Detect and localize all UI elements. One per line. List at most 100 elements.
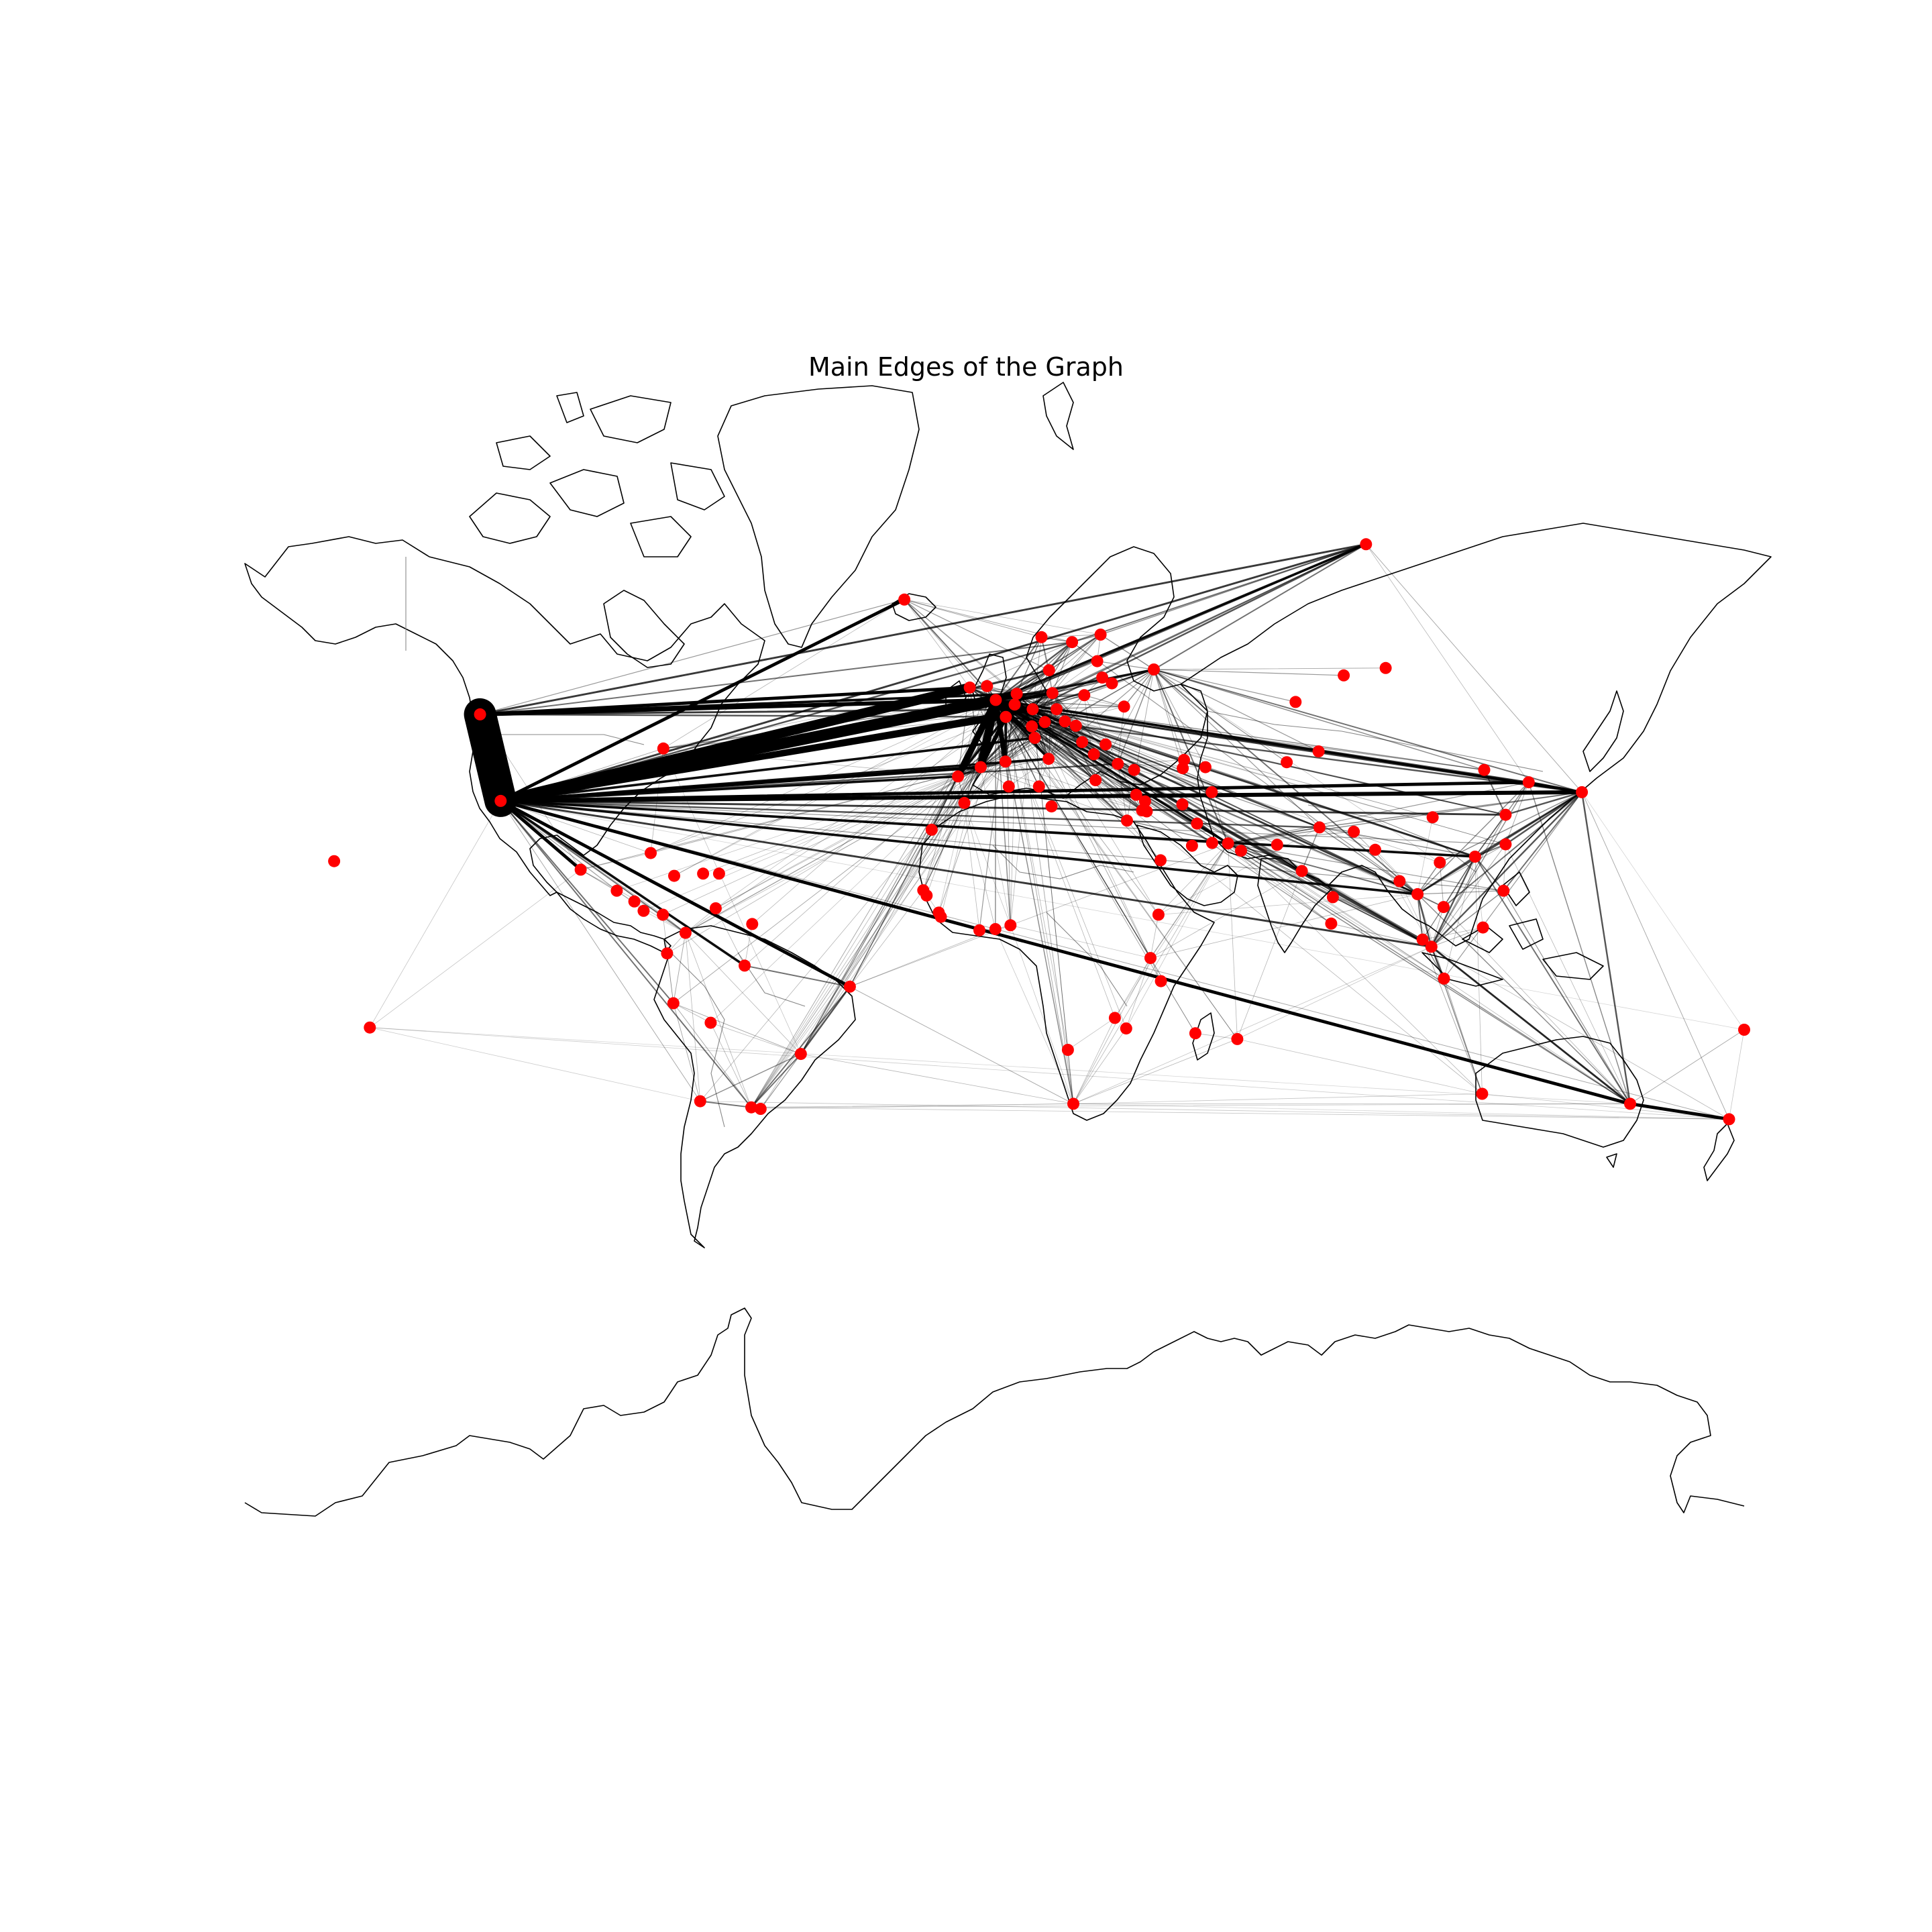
edge-munich-tel-aviv (1044, 721, 1142, 811)
coastline-se-asia-islands (1421, 871, 1604, 987)
edge-madrid-quito (667, 767, 981, 954)
node-krasnoyarsk (1379, 661, 1392, 674)
edge-hong-kong-dubai (1227, 843, 1476, 857)
edge-auckland-singapore (1431, 946, 1729, 1120)
edge-singapore-bangkok (1416, 893, 1433, 948)
edge-copenhagen-frankfurt (1032, 669, 1050, 710)
edge-frankfurt-belgrade (1032, 708, 1083, 743)
edge-bangkok-kathmandu (1353, 831, 1418, 895)
edge-jakarta-perth (1444, 978, 1483, 1094)
edge-frankfurt-sao-paulo (800, 708, 1033, 1055)
edge-moscow-kyiv (1123, 669, 1155, 708)
node-delhi (1313, 821, 1326, 834)
edge-norilsk-frankfurt (1032, 543, 1367, 710)
edge-tel-aviv-frankfurt (1032, 708, 1143, 811)
edge-london-sao-paulo (800, 699, 997, 1055)
edge-kuala-lumpur-dubai (1227, 843, 1424, 941)
node-tunis (1032, 780, 1045, 793)
node-belgrade (1076, 736, 1089, 749)
edge-cairo-athens (1095, 780, 1128, 821)
edge-mexico-city-havana (580, 853, 651, 870)
edge-almaty-moscow (1153, 669, 1320, 752)
edge-madrid-lima (673, 767, 981, 1004)
edge-paris-rome (1005, 716, 1050, 760)
node-tripoli (1045, 800, 1058, 813)
node-chengdu (1426, 811, 1439, 824)
node-freetown (934, 910, 947, 923)
edge-bangkok-moscow (1153, 669, 1419, 895)
node-budapest (1069, 719, 1082, 732)
edge-moscow-frankfurt (1032, 669, 1155, 710)
edge-los-angeles-toronto (500, 748, 664, 802)
node-prague (1051, 703, 1063, 716)
node-rome (1042, 753, 1055, 765)
edge-istanbul-kyiv (1117, 706, 1125, 765)
node-colombo (1325, 917, 1338, 930)
node-seoul (1522, 776, 1535, 789)
edge-brussels-berlin (1014, 692, 1053, 705)
edge-nicosia-london (995, 699, 1137, 796)
edge-paris-warsaw (1005, 694, 1085, 718)
edge-nairobi-bangkok (1150, 894, 1418, 959)
node-lagos (1004, 919, 1017, 932)
edge-taipei-frankfurt (1032, 708, 1506, 845)
coastline-new-zealand (1606, 1123, 1735, 1181)
edge-sydney-singapore (1430, 945, 1631, 1105)
node-kathmandu (1348, 825, 1360, 838)
node-kyiv (1118, 700, 1130, 713)
node-novosibirsk (1338, 669, 1350, 682)
node-ho-chi-minh-city (1437, 901, 1450, 914)
node-algiers (1002, 780, 1015, 793)
edge-frankfurt-jakarta (1032, 708, 1444, 979)
edge-manchester-lisbon (957, 686, 987, 777)
node-san-juan (712, 867, 725, 880)
edge-mumbai-london (995, 699, 1303, 872)
edge-moscow-riga (1096, 660, 1155, 670)
node-manchester (981, 680, 994, 692)
edge-los-angeles-singapore (499, 800, 1433, 948)
edge-paris-buenos-aires (751, 716, 1006, 1108)
edge-los-angeles-santiago (500, 800, 701, 1102)
edge-tashkent-moscow (1153, 669, 1287, 763)
edge-manchester-madrid (980, 686, 987, 768)
node-casablanca (958, 796, 971, 809)
node-kuwait (1191, 817, 1203, 830)
edge-milan-cairo (1034, 737, 1128, 821)
edge-los-angeles-san-jose (500, 800, 644, 912)
edge-frankfurt-rome (1032, 708, 1050, 760)
edge-berlin-budapest (1052, 692, 1077, 727)
edge-addis-ababa-dubai (1158, 843, 1228, 915)
node-caracas (709, 902, 722, 914)
edge-madrid-lagos (980, 767, 1011, 926)
edge-norilsk-helsinki (1099, 543, 1367, 635)
edge-norilsk-paris (1005, 543, 1367, 718)
node-beijing (1478, 763, 1491, 776)
edge-paris-mauritius (1005, 716, 1238, 1040)
edge-tokyo-singapore (1430, 791, 1583, 948)
edge-los-angeles-mexico-city (498, 799, 582, 871)
edge-copenhagen-amsterdam (1016, 669, 1050, 694)
edge-cairo-frankfurt (1032, 708, 1128, 821)
node-havana (645, 847, 657, 859)
edge-singapore-chennai (1332, 896, 1432, 947)
edge-athens-munich (1044, 721, 1096, 781)
edge-cape-town-lusaka (1073, 1018, 1116, 1104)
coastline-japan (1582, 690, 1624, 772)
edge-frankfurt-cape-town (1032, 708, 1074, 1104)
edge-warsaw-athens (1083, 694, 1096, 781)
graph-nodes (328, 538, 1750, 1126)
edge-reykjavik-london (904, 598, 997, 701)
edge-london-toronto (663, 699, 997, 749)
edge-frankfurt-buenos-aires (751, 708, 1033, 1108)
node-athens (1089, 774, 1102, 786)
edge-stockholm-berlin (1052, 641, 1073, 694)
edge-frankfurt-windhoek (1032, 708, 1069, 1051)
edge-sydney-london (995, 699, 1631, 1105)
edge-tokyo-shanghai (1505, 791, 1583, 816)
edge-budapest-rome (1048, 725, 1077, 759)
edge-yerevan-moscow (1153, 669, 1183, 769)
edge-los-angeles-taipei (500, 800, 1506, 845)
edge-singapore-colombo (1330, 923, 1432, 947)
node-honolulu (328, 855, 341, 867)
node-tahiti (364, 1021, 376, 1034)
